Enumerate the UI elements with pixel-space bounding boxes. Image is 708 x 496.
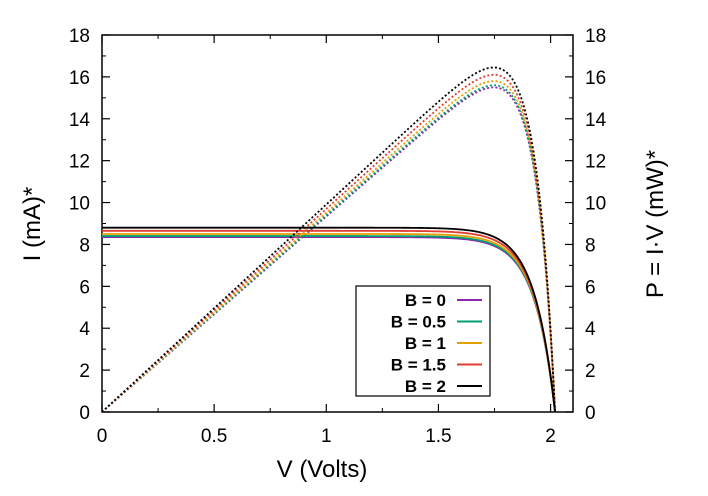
legend-label: B = 0.5: [391, 313, 446, 332]
x-tick-label: 2: [545, 426, 556, 447]
y-tick-label: 12: [69, 152, 90, 173]
x-tick-label: 0.5: [201, 426, 227, 447]
iv-curve-1: [102, 235, 556, 413]
y-tick-label: 6: [79, 277, 90, 298]
iv-curve-0: [102, 236, 556, 413]
iv-curve-4: [102, 226, 556, 413]
axis-ticks: [101, 34, 573, 413]
pv-curve-2: [101, 80, 556, 413]
y2-tick-label: 6: [585, 277, 596, 298]
y-tick-label: 18: [69, 26, 90, 47]
x-tick-label: 1.5: [425, 426, 451, 447]
y2-tick-label: 18: [585, 26, 606, 47]
y-tick-labels-right: 0 2 4 6 8 10 12 14 16 18: [585, 26, 607, 424]
y2-tick-label: 14: [585, 110, 607, 131]
x-tick-label: 1: [321, 426, 332, 447]
legend-label: B = 2: [405, 377, 446, 396]
y2-tick-label: 12: [585, 152, 606, 173]
legend-box: [355, 285, 491, 397]
legend-label: B = 1.5: [391, 356, 446, 375]
y-tick-label: 4: [79, 319, 90, 340]
iv-curve-2: [102, 233, 556, 413]
y2-tick-label: 16: [585, 68, 606, 89]
pv-curve-4: [101, 66, 556, 413]
legend-label: B = 0: [405, 291, 446, 310]
y2-tick-label: 8: [585, 235, 596, 256]
legend: B = 0 B = 0.5 B = 1 B = 1.5 B = 2: [355, 285, 491, 397]
y-axis-title-right: P = I·V (mW)*: [642, 150, 669, 298]
legend-label: B = 1: [405, 334, 446, 353]
x-axis-title: V (Volts): [277, 456, 368, 483]
pv-curve-0: [101, 86, 556, 413]
y-tick-label: 14: [69, 110, 91, 131]
series-layer: [101, 66, 556, 413]
plot-frame: [101, 34, 574, 413]
y-tick-label: 0: [79, 403, 90, 424]
y-tick-label: 10: [69, 194, 90, 215]
y-tick-label: 16: [69, 68, 90, 89]
y-axis-title-left: I (mA)*: [19, 187, 46, 262]
pv-curve-1: [101, 84, 556, 413]
y-tick-labels-left: 0 2 4 6 8 10 12 14 16 18: [69, 26, 91, 424]
y2-tick-label: 4: [585, 319, 596, 340]
x-tick-label: 0: [97, 426, 108, 447]
y-tick-label: 2: [79, 361, 90, 382]
y2-tick-label: 10: [585, 194, 606, 215]
pv-curve-3: [101, 73, 556, 413]
y2-tick-label: 2: [585, 361, 596, 382]
iv-curve-3: [102, 229, 556, 413]
legend-items: B = 0 B = 0.5 B = 1 B = 1.5 B = 2: [391, 291, 482, 396]
x-tick-labels: 0 0.5 1 1.5 2: [97, 426, 556, 447]
y2-tick-label: 0: [585, 403, 596, 424]
y-tick-label: 8: [79, 235, 90, 256]
